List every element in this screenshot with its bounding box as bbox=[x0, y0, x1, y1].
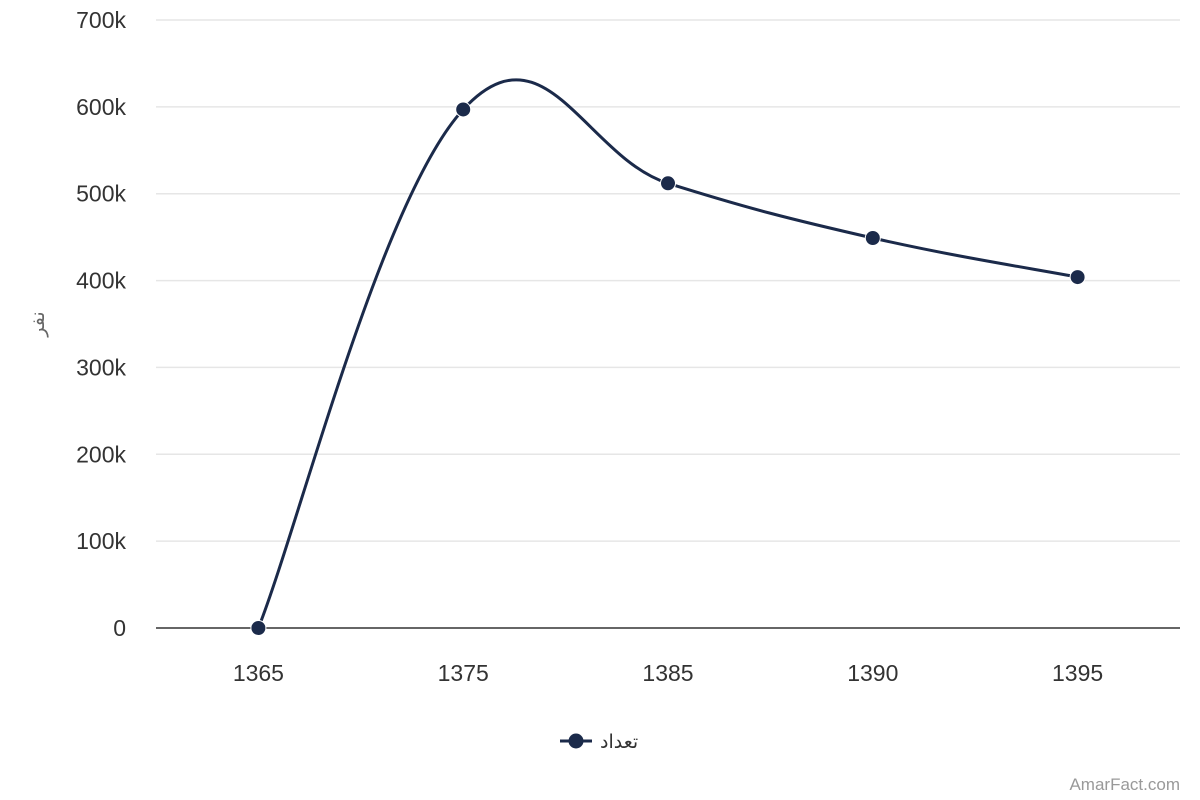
y-axis-title: نفر bbox=[27, 311, 49, 337]
series-layer bbox=[250, 78, 1086, 636]
y-tick-label: 100k bbox=[76, 528, 126, 554]
y-tick-label: 400k bbox=[76, 268, 126, 294]
x-tick-label: 1375 bbox=[438, 660, 489, 686]
x-tick-label: 1385 bbox=[642, 660, 693, 686]
y-tick-label: 700k bbox=[76, 7, 126, 33]
legend-label: تعداد bbox=[600, 731, 638, 753]
data-point-1395[interactable] bbox=[1069, 269, 1086, 286]
x-axis-tick-labels: 1365 1375 1385 1390 1395 bbox=[233, 660, 1103, 686]
x-tick-label: 1395 bbox=[1052, 660, 1103, 686]
legend[interactable]: تعداد bbox=[560, 731, 638, 753]
y-tick-label: 200k bbox=[76, 441, 126, 467]
grid-lines bbox=[156, 19, 1180, 542]
y-tick-label: 0 bbox=[113, 615, 126, 641]
y-tick-label: 500k bbox=[76, 181, 126, 207]
data-point-1365[interactable] bbox=[250, 620, 267, 636]
data-point-1390[interactable] bbox=[864, 230, 881, 247]
x-tick-label: 1390 bbox=[847, 660, 898, 686]
legend-marker bbox=[568, 733, 584, 749]
data-point-1385[interactable] bbox=[660, 175, 676, 192]
y-axis-tick-labels: 0 100k 200k 300k 400k 500k 600k 700k bbox=[76, 7, 126, 641]
data-point-1375[interactable] bbox=[455, 101, 472, 118]
y-tick-label: 600k bbox=[76, 94, 126, 120]
credit-link[interactable]: AmarFact.com bbox=[1069, 775, 1180, 794]
x-tick-label: 1365 bbox=[233, 660, 284, 686]
series-line bbox=[256, 78, 1080, 630]
y-tick-label: 300k bbox=[76, 354, 126, 380]
